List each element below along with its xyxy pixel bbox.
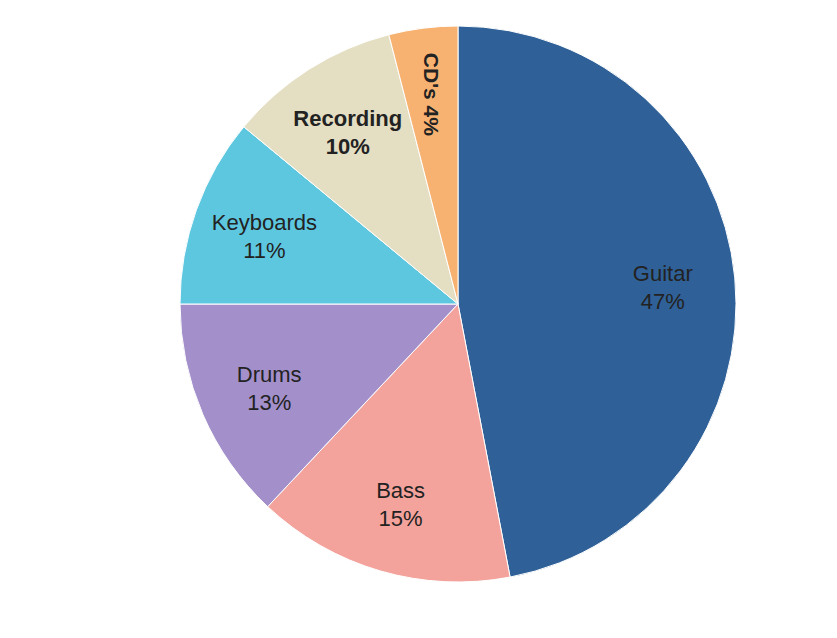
svg-text:Guitar47%: Guitar47% — [633, 261, 693, 314]
svg-text:Recording10%: Recording10% — [293, 106, 402, 159]
svg-text:Keyboards11%: Keyboards11% — [212, 210, 317, 263]
svg-text:Bass15%: Bass15% — [376, 478, 425, 531]
svg-text:CD's 4%: CD's 4% — [420, 53, 443, 137]
svg-text:Drums13%: Drums13% — [237, 362, 302, 415]
